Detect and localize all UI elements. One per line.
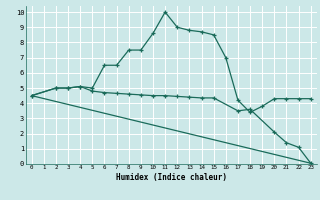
X-axis label: Humidex (Indice chaleur): Humidex (Indice chaleur) (116, 173, 227, 182)
